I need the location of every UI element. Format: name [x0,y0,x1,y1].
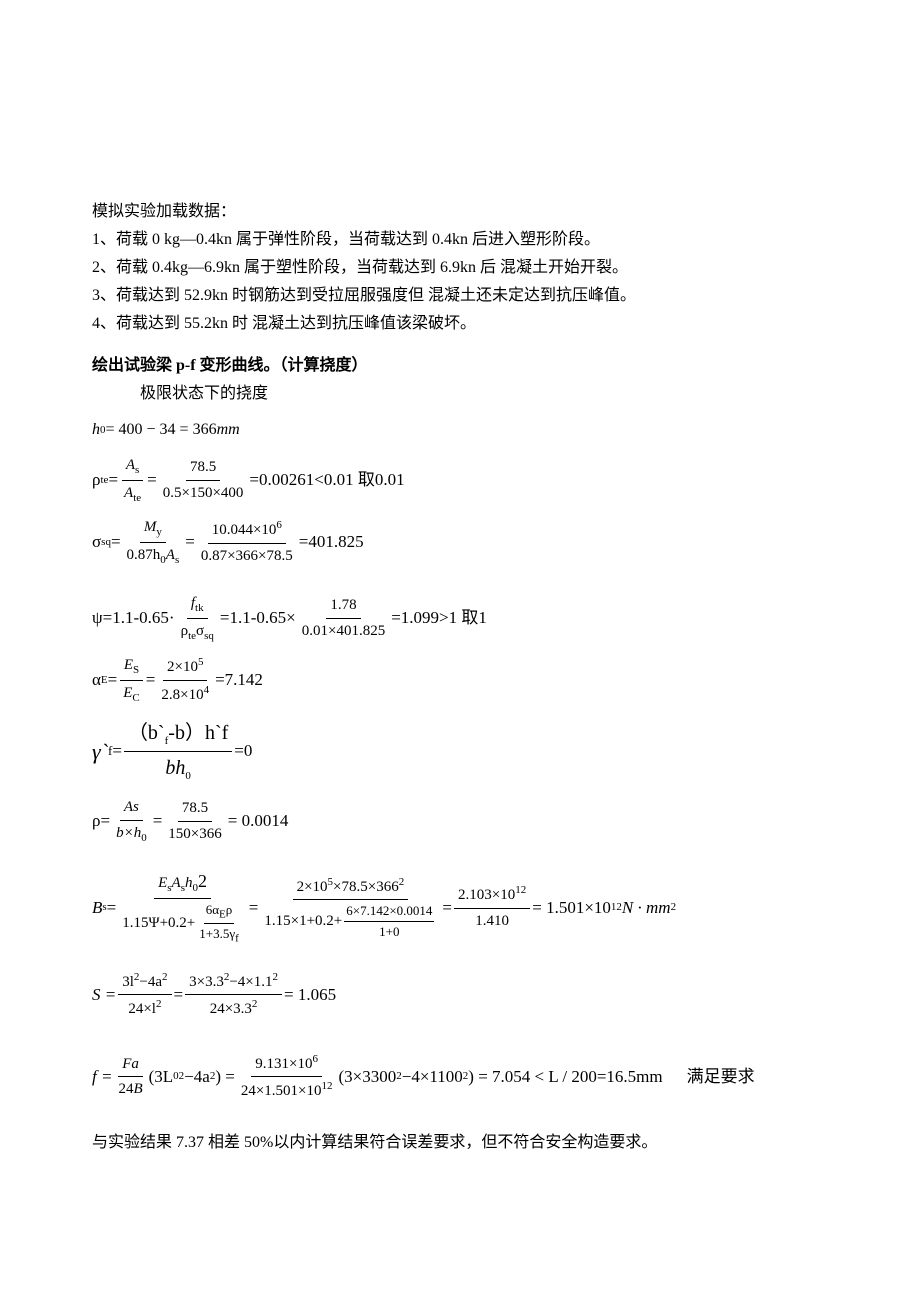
eq-alpha-e: αE= ES EC = 2×105 2.8×104 =7.142 [92,654,828,706]
eq-f: f = Fa 24B (3L02−4a2) = 9.131×106 24×1.5… [92,1051,828,1103]
footer-note: 与实验结果 7.37 相差 50%以内计算结果符合误差要求，但不符合安全构造要求… [92,1131,828,1155]
header-item-4: 4、荷载达到 55.2kn 时 混凝土达到抗压峰值该梁破坏。 [92,312,828,336]
eq-sigma-sq: σsq= My 0.87h0As = 10.044×106 0.87×366×7… [92,516,828,568]
header-item-2: 2、荷载 0.4kg—6.9kn 属于塑性阶段，当荷载达到 6.9kn 后 混凝… [92,256,828,280]
eq-gamma-f: γ`f = （b`f-b）h`f bh0 =0 [92,718,828,784]
eq-rho-te: ρte= As Ate = 78.5 0.5×150×400 =0.00261<… [92,454,828,506]
eq-rho: ρ= As b×h0 = 78.5 150×366 = 0.0014 [92,796,828,846]
subtitle: 绘出试验梁 p-f 变形曲线。（计算挠度） [92,354,828,378]
header-item-3: 3、荷载达到 52.9kn 时钢筋达到受拉屈服强度但 混凝土还未定达到抗压峰值。 [92,284,828,308]
eq-psi: ψ=1.1-0.65· ftk ρteσsq =1.1-0.65× 1.78 0… [92,592,828,644]
eq-bs: Bs = EsAsh02 1.15Ψ+0.2+6αEρ1+3.5γf = 2×1… [92,868,828,947]
header-item-1: 1、荷载 0 kg—0.4kn 属于弹性阶段，当荷载达到 0.4kn 后进入塑形… [92,228,828,252]
subnote: 极限状态下的挠度 [92,382,828,406]
header-title: 模拟实验加载数据： [92,200,828,224]
eq-s: S = 3l2−4a2 24×l2 = 3×3.32−4×1.12 24×3.3… [92,969,828,1021]
eq-h0: h0 = 400 − 34 = 366mm [92,418,828,442]
